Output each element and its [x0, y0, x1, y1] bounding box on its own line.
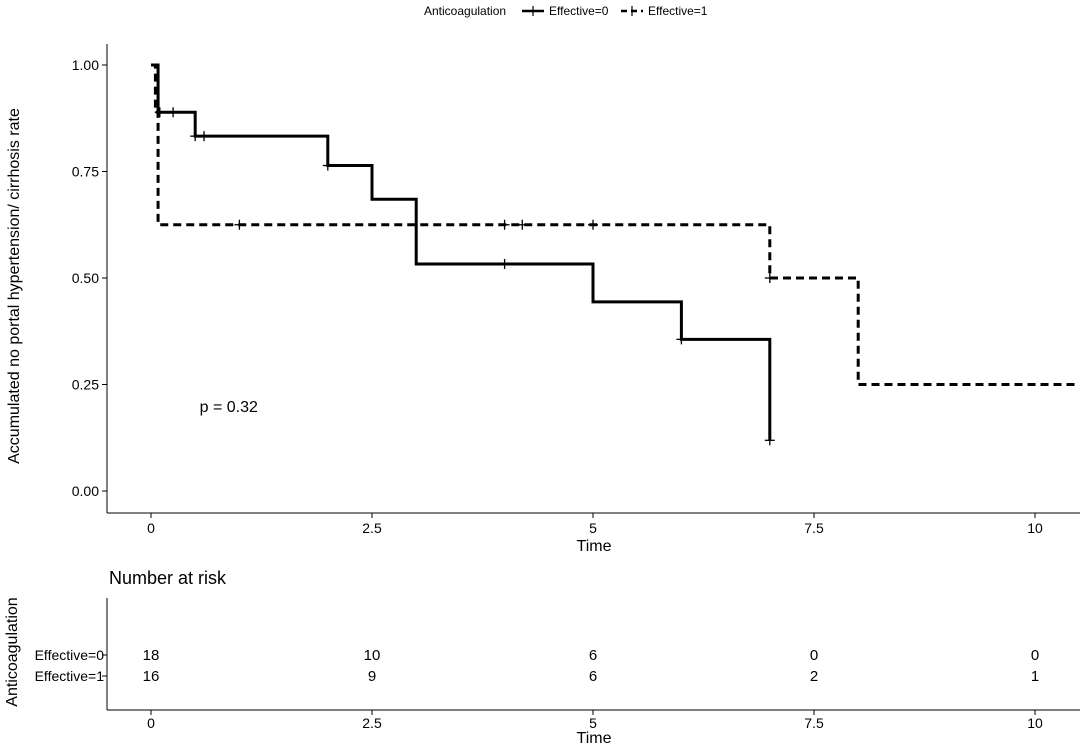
- y-axis-label: Accumulated no portal hypertension/ cirr…: [6, 108, 23, 464]
- risk-x-axis-label: Time: [577, 730, 612, 747]
- y-tick-label: 0.75: [72, 164, 99, 180]
- legend-label-effective-1: Effective=1: [648, 4, 708, 18]
- y-tick-label: 0.25: [72, 377, 99, 393]
- risk-cell-value: 9: [368, 668, 376, 685]
- legend-item-effective-0: Effective=0: [522, 4, 609, 18]
- risk-x-tick-label: 10: [1027, 715, 1043, 731]
- risk-table-title: Number at risk: [109, 568, 227, 588]
- risk-cell-value: 0: [1031, 647, 1039, 664]
- plot-curves: [151, 63, 1080, 446]
- series-line-effective-1: [151, 63, 1080, 386]
- risk-cell-value: 0: [810, 647, 818, 664]
- y-tick-label: 0.00: [72, 483, 99, 499]
- risk-table: Number at risk Effective=0 18 10 6 0 0Effecti…: [4, 568, 1080, 747]
- x-tick-label: 10: [1027, 520, 1043, 536]
- risk-x-tick-label: 7.5: [804, 715, 824, 731]
- p-value-annotation: p = 0.32: [200, 399, 258, 416]
- legend: Anticoagulation Effective=0 Effective=1: [424, 4, 708, 18]
- x-tick-label: 7.5: [804, 520, 824, 536]
- survival-plot: 0.000.250.500.751.000 2.5 5 7.5 10 p = 0.32 …: [6, 44, 1080, 555]
- x-tick-label: 2.5: [362, 520, 382, 536]
- legend-title: Anticoagulation: [424, 4, 506, 18]
- plot-ticks: 0.00 0.25 0.50 0.75 1.00 0 2.5 5 7.5 10: [72, 57, 1043, 536]
- x-tick-label: 5: [589, 520, 597, 536]
- risk-cell-value: 1: [1031, 668, 1039, 685]
- legend-item-effective-1: Effective=1: [621, 4, 708, 18]
- risk-row-label: Effective=0: [35, 647, 105, 663]
- risk-x-tick-label: 2.5: [362, 715, 382, 731]
- risk-row-label: Effective=1: [35, 668, 105, 684]
- risk-cell-value: 2: [810, 668, 818, 685]
- risk-cell-value: 16: [143, 668, 160, 685]
- risk-x-tick-label: 5: [589, 715, 597, 731]
- risk-x-tick-label: 0: [147, 715, 155, 731]
- legend-label-effective-0: Effective=0: [549, 4, 609, 18]
- risk-cell-value: 6: [589, 668, 597, 685]
- x-axis-label: Time: [577, 538, 612, 555]
- risk-cell-value: 10: [364, 647, 381, 664]
- risk-cell-value: 6: [589, 647, 597, 664]
- series-line-effective-0: [151, 63, 772, 441]
- risk-y-axis-label: Anticoagulation: [4, 597, 21, 706]
- y-tick-label: 1.00: [72, 57, 99, 73]
- y-tick-label: 0.50: [72, 270, 99, 286]
- risk-cell-value: 18: [143, 647, 160, 664]
- x-tick-label: 0: [147, 520, 155, 536]
